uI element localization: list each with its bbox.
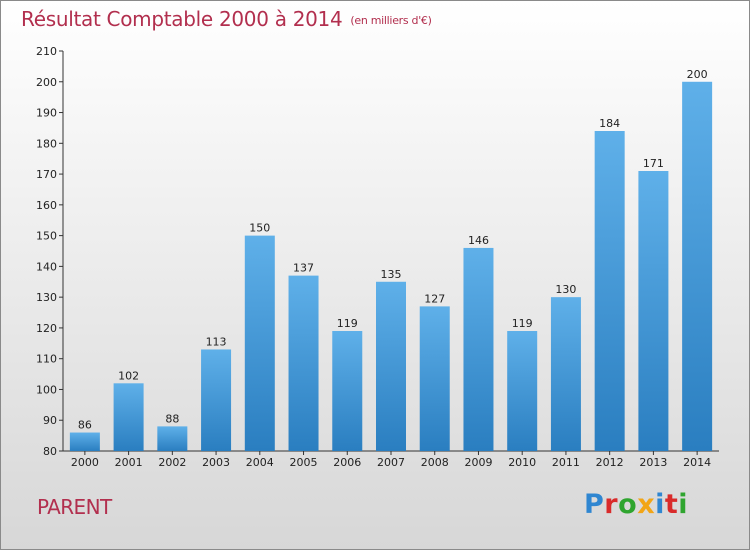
value-label-2010: 119 — [512, 317, 533, 330]
x-tick-label-2011: 2011 — [552, 456, 580, 469]
x-tick-label-2001: 2001 — [115, 456, 143, 469]
x-tick-label-2009: 2009 — [464, 456, 492, 469]
value-label-2004: 150 — [249, 222, 270, 235]
value-label-2005: 137 — [293, 262, 314, 275]
y-tick-label: 160 — [36, 199, 57, 212]
x-tick-label-2003: 2003 — [202, 456, 230, 469]
y-tick-label: 180 — [36, 137, 57, 150]
commune-name: PARENT — [37, 495, 112, 519]
bar-2001 — [113, 383, 144, 451]
y-tick-label: 110 — [36, 353, 57, 366]
bar-2012 — [594, 131, 625, 451]
value-label-2006: 119 — [337, 317, 358, 330]
logo-letter: r — [604, 489, 619, 520]
x-tick-label-2006: 2006 — [333, 456, 361, 469]
x-tick-label-2008: 2008 — [421, 456, 449, 469]
y-tick-label: 120 — [36, 322, 57, 335]
x-tick-label-2014: 2014 — [683, 456, 711, 469]
value-label-2002: 88 — [165, 412, 179, 425]
value-label-2012: 184 — [599, 117, 620, 130]
value-label-2014: 200 — [687, 68, 708, 81]
value-label-2009: 146 — [468, 234, 489, 247]
bar-2002 — [157, 426, 188, 451]
chart-subtitle: (en milliers d'€) — [350, 14, 432, 27]
y-tick-label: 80 — [43, 445, 57, 458]
bar-2009 — [463, 247, 494, 451]
x-tick-label-2010: 2010 — [508, 456, 536, 469]
value-label-2011: 130 — [555, 283, 576, 296]
bar-2000 — [69, 432, 100, 451]
x-tick-label-2004: 2004 — [246, 456, 274, 469]
bar-2011 — [550, 297, 581, 451]
x-tick-label-2002: 2002 — [158, 456, 186, 469]
bar-2010 — [507, 331, 538, 451]
x-tick-label-2013: 2013 — [639, 456, 667, 469]
bar-2003 — [201, 349, 232, 451]
value-label-2013: 171 — [643, 157, 664, 170]
value-label-2001: 102 — [118, 369, 139, 382]
y-tick-label: 210 — [36, 45, 57, 58]
value-label-2007: 135 — [381, 268, 402, 281]
logo-letter: t — [664, 489, 679, 520]
x-tick-label-2007: 2007 — [377, 456, 405, 469]
proxiti-logo: Proxiti — [584, 489, 688, 520]
y-tick-label: 200 — [36, 76, 57, 89]
logo-letter: o — [618, 489, 638, 520]
logo-letter: x — [637, 489, 656, 520]
y-tick-label: 130 — [36, 291, 57, 304]
y-tick-label: 170 — [36, 168, 57, 181]
chart-title-text: Résultat Comptable 2000 à 2014 — [21, 7, 343, 31]
chart-title: Résultat Comptable 2000 à 2014 (en millie… — [21, 7, 432, 31]
bar-2005 — [288, 275, 319, 451]
y-tick-label: 100 — [36, 383, 57, 396]
value-label-2000: 86 — [78, 419, 92, 432]
y-tick-label: 150 — [36, 230, 57, 243]
bar-2007 — [376, 281, 406, 451]
logo-letter: P — [584, 489, 605, 520]
y-tick-label: 140 — [36, 260, 57, 273]
y-tick-label: 190 — [36, 107, 57, 120]
logo-letter: i — [678, 489, 689, 520]
y-tick-label: 90 — [43, 414, 57, 427]
bar-2014 — [682, 81, 713, 452]
logo-letter: i — [655, 489, 665, 520]
x-tick-label-2005: 2005 — [290, 456, 318, 469]
value-label-2003: 113 — [206, 335, 227, 348]
bar-2006 — [332, 331, 363, 451]
bar-2013 — [638, 171, 669, 451]
bar-2008 — [419, 306, 450, 451]
value-label-2008: 127 — [424, 292, 445, 305]
bar-2004 — [244, 235, 275, 451]
x-tick-label-2000: 2000 — [71, 456, 99, 469]
x-tick-label-2012: 2012 — [596, 456, 624, 469]
